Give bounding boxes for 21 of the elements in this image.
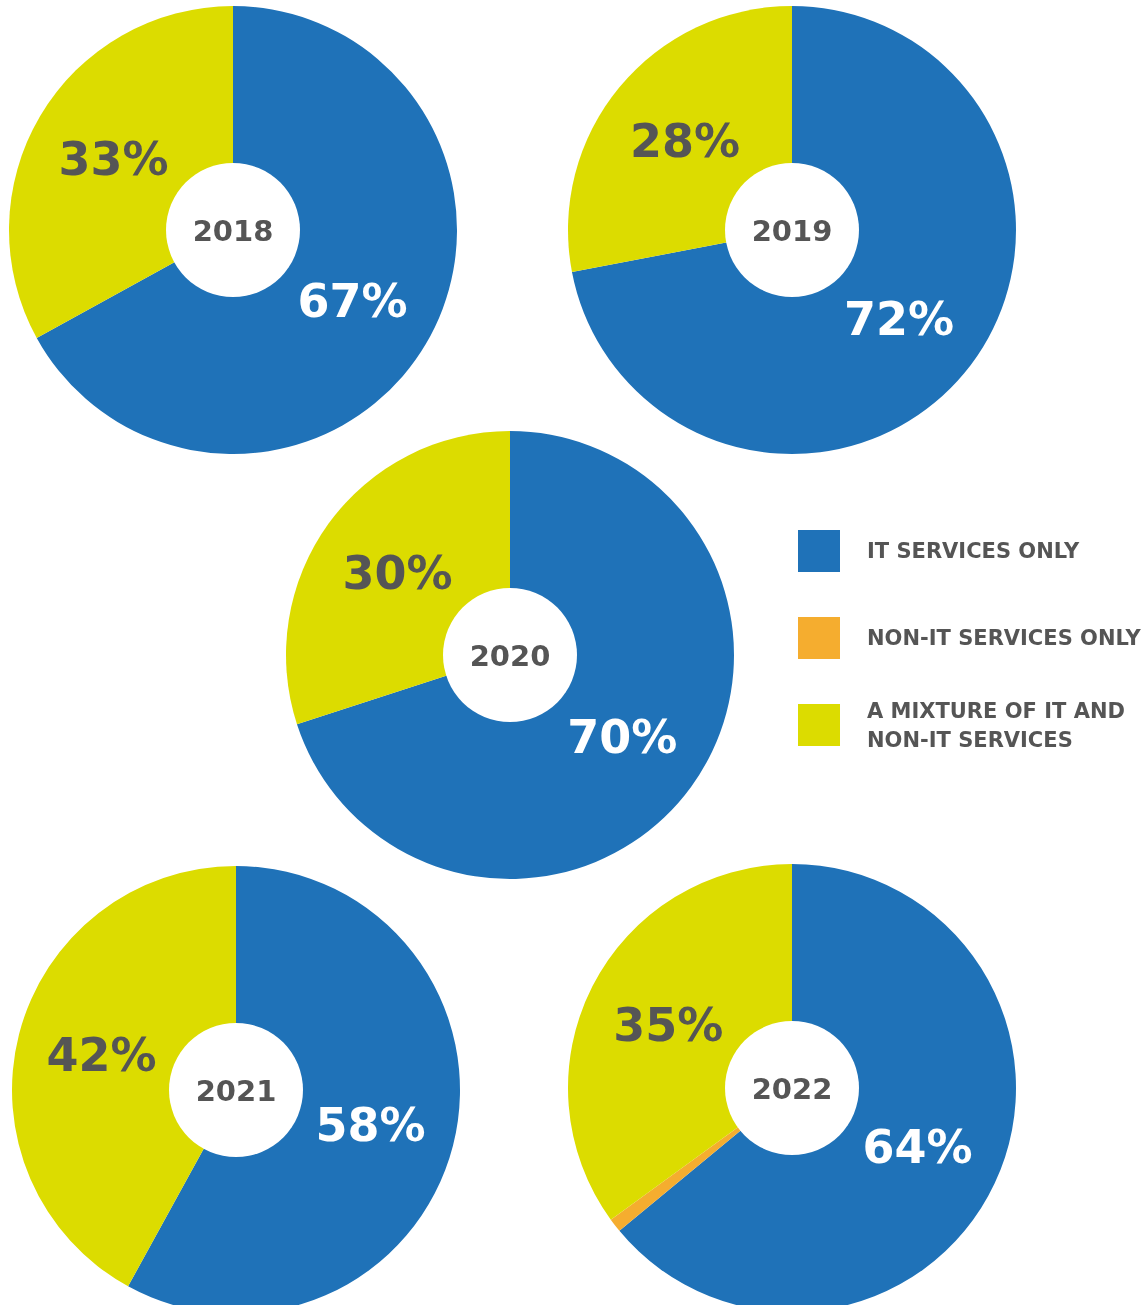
data-label: 72% [843,291,955,346]
data-label: 33% [58,132,169,187]
text: 2021 [195,1074,277,1108]
pie-slice [296,431,734,879]
legend-label: A MIXTURE OF IT AND NON-IT SERVICES [867,699,1125,752]
data-label: 28% [629,114,741,169]
data-label: 35% [613,997,724,1052]
data-label: 30% [342,546,453,601]
data-label: 42% [46,1028,157,1083]
data-label: 70% [567,709,678,764]
data-label: 64% [862,1120,973,1175]
text: 2018 [192,214,274,248]
text: 2022 [751,1072,833,1106]
legend-label: IT SERVICES ONLY [867,539,1080,563]
pie-slice [571,6,1016,454]
pie-slice [36,6,457,454]
text: 2020 [469,639,551,673]
data-label: 67% [297,273,408,328]
data-label: 58% [315,1097,426,1152]
legend-label: NON-IT SERVICES ONLY [867,626,1142,650]
text: 2019 [751,214,833,248]
